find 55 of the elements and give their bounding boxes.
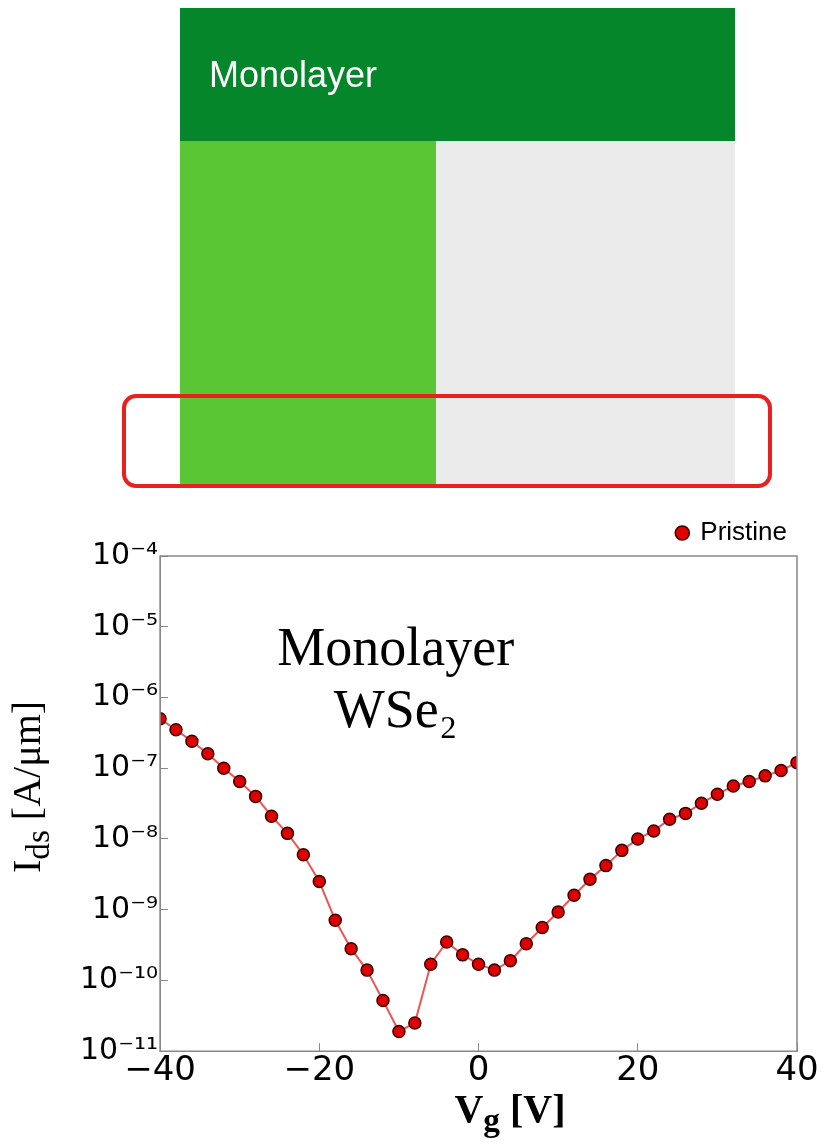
y-tick-label: 10⁻¹⁰ [80, 960, 159, 996]
point [424, 957, 438, 971]
x-tick-label: 20 [616, 1048, 660, 1089]
point [248, 789, 263, 804]
point [217, 761, 231, 775]
y-tick-label: 10⁻⁹ [92, 889, 159, 925]
x-tick-label: 40 [775, 1048, 819, 1089]
point [487, 963, 502, 977]
point [583, 872, 597, 886]
point [169, 722, 183, 737]
chart-title: Monolayer [209, 54, 378, 96]
point [408, 1016, 422, 1030]
annotation: Monolayer [277, 617, 515, 678]
annotation: WSe₂ [333, 679, 458, 740]
point [694, 796, 709, 810]
point [551, 905, 565, 919]
point [312, 874, 327, 889]
point [662, 812, 677, 826]
point [264, 809, 279, 823]
point [615, 843, 629, 858]
point [726, 779, 741, 793]
y-tick-label: 10⁻⁴ [92, 535, 159, 571]
y-tick-label: 10⁻⁸ [92, 818, 159, 854]
point [392, 1024, 406, 1039]
x-tick-label: −20 [283, 1048, 356, 1089]
point [758, 769, 772, 783]
point [631, 832, 645, 846]
point [567, 888, 581, 903]
point [710, 787, 725, 801]
point [742, 774, 756, 789]
legend-label: Pristine [700, 516, 788, 547]
point [439, 935, 454, 949]
point [535, 920, 549, 935]
point [646, 824, 661, 838]
point [185, 734, 199, 749]
y-tick-label: 10⁻⁷ [92, 748, 159, 784]
point [599, 858, 613, 873]
point [360, 963, 374, 977]
point [774, 763, 788, 778]
x-tick-label: 0 [467, 1048, 490, 1089]
point [503, 953, 518, 968]
y-tick-label: 10⁻⁵ [92, 606, 159, 642]
point [296, 847, 311, 862]
point [344, 942, 358, 956]
point [471, 957, 486, 971]
point [232, 774, 247, 789]
point [519, 937, 534, 951]
point [328, 913, 342, 927]
point [678, 806, 693, 821]
y-tick-label: 10⁻⁶ [92, 677, 159, 713]
point [455, 948, 470, 962]
point [280, 826, 295, 841]
x-axis-title: V$_{g}$ [V] [454, 1086, 566, 1138]
point [201, 747, 215, 761]
point [376, 993, 390, 1008]
